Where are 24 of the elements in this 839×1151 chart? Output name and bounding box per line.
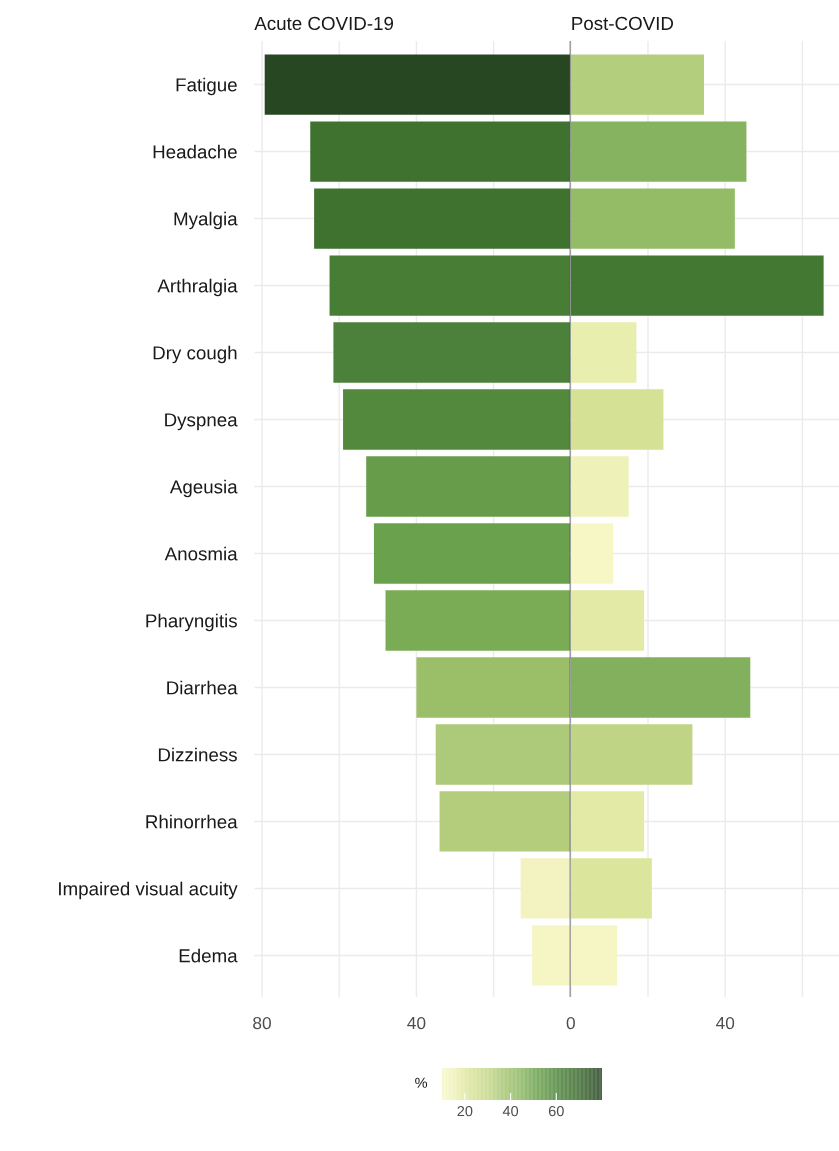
y-tick-label: Dizziness: [158, 747, 237, 762]
y-tick-label: Ageusia: [169, 479, 238, 498]
y-tick-label: Arthralgia: [157, 278, 238, 297]
x-tick-label: 80: [253, 1016, 271, 1030]
color-bar-label: 20: [457, 1105, 473, 1117]
y-tick-label: Pharyngitis: [146, 613, 237, 632]
y-tick-label: Rhinorrhea: [146, 814, 238, 829]
chart-title: Post-COVID: [572, 16, 674, 31]
y-tick-label: Diarrhea: [167, 680, 238, 695]
y-tick-label: Headache: [153, 144, 237, 159]
y-tick-label: Fatigue: [176, 77, 237, 96]
x-tick-label: 0: [566, 1016, 575, 1030]
y-tick-label: Impaired visual acuity: [59, 881, 238, 900]
x-tick-label: 40: [407, 1016, 426, 1030]
y-tick-label: Anosmia: [164, 546, 238, 561]
y-tick-label: Myalgia: [174, 211, 238, 230]
y-tick-label: Dyspnea: [165, 413, 238, 431]
y-tick-label: Dry cough: [153, 345, 237, 364]
color-bar-label: 40: [502, 1105, 519, 1117]
chart-title: Acute COVID-19: [254, 16, 394, 31]
color-bar-title: %: [415, 1077, 428, 1088]
y-tick-label: Edema: [179, 948, 238, 963]
color-bar-label: 60: [548, 1105, 564, 1117]
x-tick-label: 40: [715, 1016, 735, 1030]
